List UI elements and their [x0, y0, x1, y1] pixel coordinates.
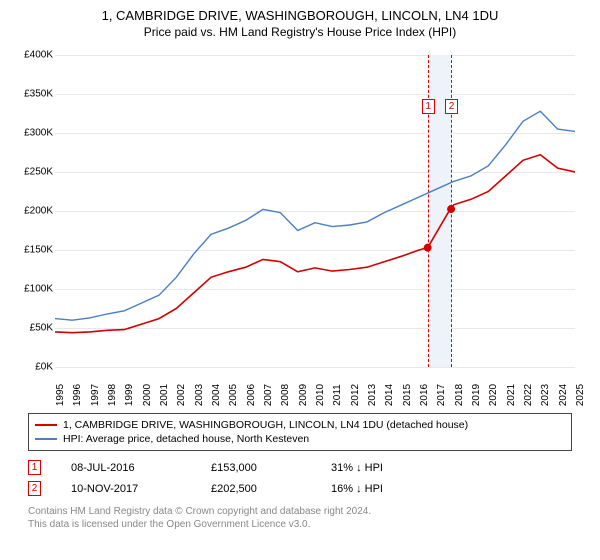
marker-point — [424, 244, 432, 252]
chart-area: £0K £50K £100K £150K £200K £250K £300K £350K £40… — [0, 45, 600, 405]
y-axis-label: £300K — [24, 128, 53, 139]
transaction-row: 1 08-JUL-2016 £153,000 31% ↓ HPI — [28, 457, 572, 478]
x-axis-label: 1998 — [107, 384, 118, 406]
transaction-row: 2 10-NOV-2017 £202,500 16% ↓ HPI — [28, 478, 572, 499]
y-axis-label: £250K — [24, 167, 53, 178]
x-axis-label: 2016 — [419, 384, 430, 406]
x-axis-label: 2017 — [436, 384, 447, 406]
legend-label: 1, CAMBRIDGE DRIVE, WASHINGBOROUGH, LINC… — [63, 419, 468, 431]
x-axis-label: 2024 — [558, 384, 569, 406]
chart-title: 1, CAMBRIDGE DRIVE, WASHINGBOROUGH, LINC… — [0, 0, 600, 23]
x-axis-label: 2008 — [280, 384, 291, 406]
x-axis-label: 2021 — [506, 384, 517, 406]
chart-subtitle: Price paid vs. HM Land Registry's House … — [0, 23, 600, 45]
x-axis-label: 2007 — [263, 384, 274, 406]
y-axis-label: £100K — [24, 284, 53, 295]
x-axis-label: 1996 — [72, 384, 83, 406]
marker-box-1: 1 — [422, 99, 435, 114]
series-hpi — [55, 111, 575, 320]
x-axis-label: 2023 — [540, 384, 551, 406]
x-axis-label: 2004 — [211, 384, 222, 406]
transaction-marker: 2 — [28, 481, 41, 496]
x-axis-label: 1997 — [90, 384, 101, 406]
transaction-delta: 16% ↓ HPI — [331, 483, 383, 495]
marker-point — [447, 205, 455, 213]
y-axis-label: £400K — [24, 50, 53, 61]
x-axis-label: 2005 — [228, 384, 239, 406]
copyright-line2: This data is licensed under the Open Gov… — [28, 518, 572, 531]
y-axis-label: £50K — [30, 323, 53, 334]
x-axis-label: 2019 — [471, 384, 482, 406]
x-axis-label: 1999 — [124, 384, 135, 406]
x-axis-label: 2009 — [298, 384, 309, 406]
legend-item: 1, CAMBRIDGE DRIVE, WASHINGBOROUGH, LINC… — [35, 418, 565, 432]
transaction-price: £153,000 — [211, 462, 301, 474]
marker-box-2: 2 — [445, 99, 458, 114]
y-axis-label: £0K — [35, 362, 53, 373]
legend-item: HPI: Average price, detached house, Nort… — [35, 432, 565, 446]
legend: 1, CAMBRIDGE DRIVE, WASHINGBOROUGH, LINC… — [28, 413, 572, 451]
legend-label: HPI: Average price, detached house, Nort… — [63, 433, 309, 445]
legend-swatch — [35, 438, 57, 439]
transaction-date: 10-NOV-2017 — [71, 483, 181, 495]
x-axis-label: 2002 — [176, 384, 187, 406]
x-axis-label: 2022 — [523, 384, 534, 406]
x-axis-label: 2012 — [350, 384, 361, 406]
copyright: Contains HM Land Registry data © Crown c… — [28, 505, 572, 531]
x-axis-label: 2013 — [367, 384, 378, 406]
x-axis-label: 2000 — [142, 384, 153, 406]
series-price_paid — [55, 155, 575, 333]
y-axis-label: £150K — [24, 245, 53, 256]
chart-container: 1, CAMBRIDGE DRIVE, WASHINGBOROUGH, LINC… — [0, 0, 600, 531]
x-axis-label: 2025 — [575, 384, 586, 406]
x-axis-label: 2003 — [194, 384, 205, 406]
x-axis-label: 2020 — [488, 384, 499, 406]
transactions-table: 1 08-JUL-2016 £153,000 31% ↓ HPI 2 10-NOV-201… — [28, 457, 572, 499]
x-axis-label: 2018 — [454, 384, 465, 406]
y-axis-label: £200K — [24, 206, 53, 217]
x-axis-label: 2006 — [246, 384, 257, 406]
line-plot — [55, 55, 575, 367]
transaction-price: £202,500 — [211, 483, 301, 495]
legend-swatch — [35, 424, 57, 426]
x-axis-label: 2001 — [159, 384, 170, 406]
copyright-line1: Contains HM Land Registry data © Crown c… — [28, 505, 572, 518]
x-axis-label: 2014 — [384, 384, 395, 406]
transaction-marker: 1 — [28, 460, 41, 475]
transaction-delta: 31% ↓ HPI — [331, 462, 383, 474]
y-axis-label: £350K — [24, 89, 53, 100]
x-axis-label: 2010 — [315, 384, 326, 406]
x-axis-label: 2015 — [402, 384, 413, 406]
x-axis-label: 1995 — [55, 384, 66, 406]
x-axis-label: 2011 — [332, 384, 343, 406]
transaction-date: 08-JUL-2016 — [71, 462, 181, 474]
